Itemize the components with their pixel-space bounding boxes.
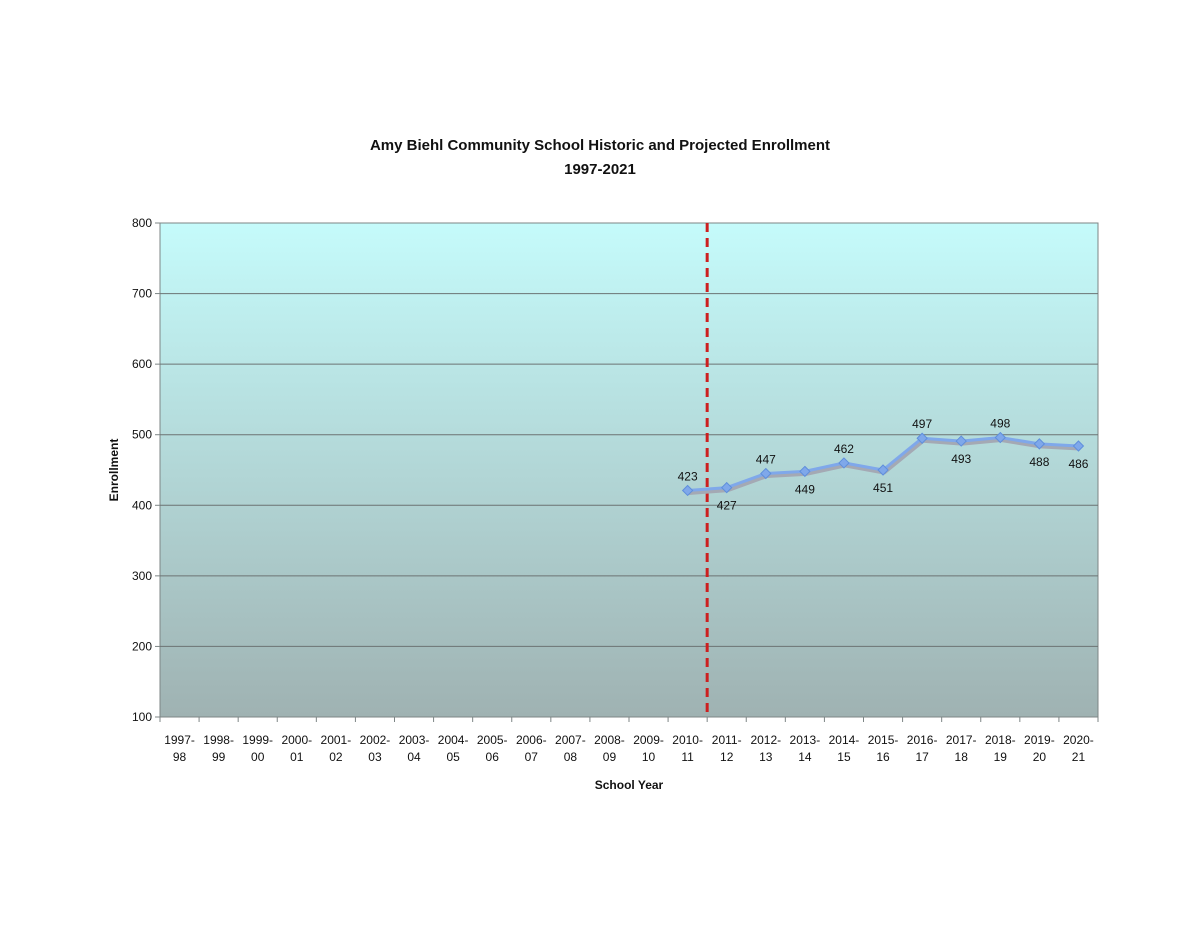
y-tick-label-600: 600 — [132, 357, 152, 371]
x-tick-label-1-0: 1998- — [203, 733, 234, 747]
x-tick-label-12-0: 2009- — [633, 733, 664, 747]
data-label-16: 449 — [795, 482, 815, 496]
y-tick-label-100: 100 — [132, 710, 152, 724]
x-tick-label-14-1: 12 — [720, 750, 734, 764]
data-point-15 — [760, 467, 772, 480]
data-point-18 — [877, 464, 889, 476]
data-label-20: 493 — [951, 452, 971, 466]
x-tick-label-8-1: 06 — [486, 750, 500, 764]
x-tick-label-5-0: 2002- — [360, 733, 391, 747]
y-axis-title: Enrollment — [107, 439, 121, 502]
x-tick-label-7-0: 2004- — [438, 733, 469, 747]
data-point-17 — [838, 457, 850, 469]
x-tick-label-0-0: 1997- — [164, 733, 195, 747]
x-tick-label-17-0: 2014- — [829, 733, 860, 747]
data-label-21: 498 — [990, 417, 1010, 431]
data-label-23: 486 — [1068, 457, 1088, 471]
x-tick-label-22-1: 20 — [1033, 750, 1047, 764]
data-point-21 — [994, 431, 1006, 444]
x-tick-label-3-1: 01 — [290, 750, 304, 764]
x-tick-label-20-1: 18 — [955, 750, 969, 764]
data-label-14: 427 — [717, 499, 737, 513]
x-tick-label-2-0: 1999- — [242, 733, 273, 747]
plot-area — [159, 222, 1099, 718]
x-tick-label-19-1: 17 — [915, 750, 929, 764]
data-label-17: 462 — [834, 442, 854, 456]
x-tick-label-18-1: 16 — [876, 750, 890, 764]
y-tick-label-800: 800 — [132, 216, 152, 230]
data-label-19: 497 — [912, 417, 932, 431]
data-label-18: 451 — [873, 481, 893, 495]
x-tick-label-19-0: 2016- — [907, 733, 938, 747]
y-tick-label-500: 500 — [132, 428, 152, 442]
x-tick-label-14-0: 2011- — [712, 733, 742, 747]
data-label-13: 423 — [678, 469, 698, 483]
x-tick-label-6-1: 04 — [407, 750, 421, 764]
data-label-layer: 423 427 447 449 462 451 497 493 498 488 486 — [678, 417, 1089, 513]
data-point-22 — [1033, 438, 1046, 450]
data-label-22: 488 — [1029, 455, 1049, 469]
x-tick-label-6-0: 2003- — [399, 733, 430, 747]
data-point-20 — [955, 435, 967, 447]
x-tick-label-15-0: 2012- — [750, 733, 781, 747]
x-tick-label-13-1: 11 — [681, 750, 694, 764]
x-tick-label-3-0: 2000- — [281, 733, 312, 747]
data-point-23 — [1072, 440, 1085, 452]
x-tick-label-17-1: 15 — [837, 750, 851, 764]
x-tick-label-16-1: 14 — [798, 750, 812, 764]
x-tick-label-18-0: 2015- — [868, 733, 899, 747]
x-tick-label-9-1: 07 — [525, 750, 539, 764]
x-axis-title: School Year — [595, 778, 664, 792]
x-tick-label-16-0: 2013- — [790, 733, 821, 747]
x-tick-label-9-0: 2006- — [516, 733, 547, 747]
series-layer — [681, 431, 1085, 497]
x-tick-label-23-1: 21 — [1072, 750, 1086, 764]
x-tick-label-21-0: 2018- — [985, 733, 1016, 747]
x-tick-label-4-1: 02 — [329, 750, 343, 764]
data-point-13 — [681, 484, 694, 497]
chart-subtitle: 1997-2021 — [564, 161, 636, 178]
x-tick-label-21-1: 19 — [994, 750, 1008, 764]
x-axis-ticks: 1997- 98 1998- 99 1999- 00 2000- 01 2001- 02 2002-… — [159, 717, 1099, 764]
x-tick-label-10-0: 2007- — [555, 733, 586, 747]
x-tick-label-5-1: 03 — [368, 750, 382, 764]
x-tick-label-15-1: 13 — [759, 750, 773, 764]
y-tick-label-200: 200 — [132, 639, 152, 653]
y-axis-ticks: 100 200 300 400 500 600 700 800 — [132, 216, 160, 724]
data-point-16 — [799, 465, 811, 478]
y-tick-label-400: 400 — [132, 498, 152, 512]
x-tick-label-2-1: 00 — [251, 750, 265, 764]
grid-lines — [160, 293, 1098, 647]
x-tick-label-12-1: 10 — [642, 750, 656, 764]
x-tick-label-11-1: 09 — [603, 750, 617, 764]
y-tick-label-700: 700 — [132, 287, 152, 301]
x-tick-label-8-0: 2005- — [477, 733, 508, 747]
x-tick-label-0-1: 98 — [173, 750, 187, 764]
data-label-15: 447 — [756, 453, 776, 467]
x-tick-label-20-0: 2017- — [946, 733, 977, 747]
x-tick-label-1-1: 99 — [212, 750, 226, 764]
chart-title: Amy Biehl Community School Historic and … — [370, 137, 830, 154]
data-point-14 — [721, 481, 733, 494]
data-point-19 — [916, 432, 928, 444]
x-tick-label-7-1: 05 — [446, 750, 460, 764]
y-tick-label-300: 300 — [132, 569, 152, 583]
x-tick-label-11-0: 2008- — [594, 733, 625, 747]
x-tick-label-13-0: 2010- — [672, 733, 703, 747]
x-tick-label-10-1: 08 — [564, 750, 578, 764]
x-tick-label-23-0: 2020- — [1063, 733, 1094, 747]
x-tick-label-4-0: 2001- — [321, 733, 352, 747]
x-tick-label-22-0: 2019- — [1024, 733, 1055, 747]
